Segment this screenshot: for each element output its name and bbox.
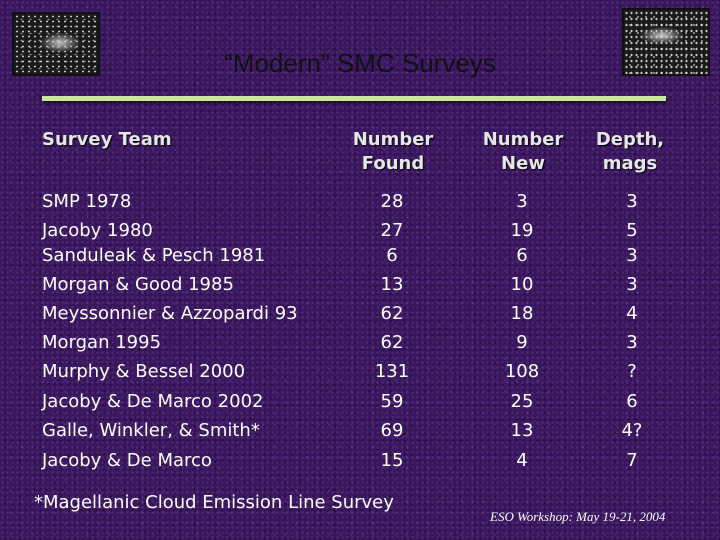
table-row: Jacoby 1980 27 19 5 <box>0 216 720 245</box>
header-number-new-line1: Number <box>482 129 564 150</box>
cell-survey-team: Jacoby & De Marco <box>42 450 212 471</box>
cell-number-found: 28 <box>380 191 404 212</box>
table-row: Morgan & Good 1985 13 10 3 <box>0 270 720 299</box>
cell-number-new: 3 <box>516 191 528 212</box>
cell-number-new: 13 <box>510 420 534 441</box>
header-number-found-line1: Number <box>352 129 434 150</box>
cell-survey-team: SMP 1978 <box>42 191 132 212</box>
cell-depth: ? <box>627 361 637 382</box>
cell-depth: 5 <box>626 220 638 241</box>
cell-depth: 7 <box>626 450 638 471</box>
cell-number-found: 62 <box>380 332 404 353</box>
cell-number-found: 27 <box>380 220 404 241</box>
cell-number-new: 4 <box>516 450 528 471</box>
cell-number-new: 18 <box>510 303 534 324</box>
header-survey-team-label: Survey Team <box>42 129 172 150</box>
table-row: Sanduleak & Pesch 1981 6 6 3 <box>0 241 720 270</box>
cell-number-found: 131 <box>374 361 410 382</box>
cell-depth: 4 <box>626 303 638 324</box>
smc-photo-thumbnail-left <box>12 12 100 76</box>
table-row: Morgan 1995 62 9 3 <box>0 328 720 357</box>
cell-number-found: 13 <box>380 274 404 295</box>
cell-depth: 3 <box>626 332 638 353</box>
smc-photo-thumbnail-right <box>622 8 710 76</box>
cell-number-found: 62 <box>380 303 404 324</box>
cell-survey-team: Jacoby & De Marco 2002 <box>42 391 264 412</box>
cell-depth: 6 <box>626 391 638 412</box>
cell-number-new: 108 <box>504 361 540 382</box>
cell-number-found: 59 <box>380 391 404 412</box>
cell-survey-team: Murphy & Bessel 2000 <box>42 361 246 382</box>
table-row: Galle, Winkler, & Smith* 69 13 4? <box>0 416 720 445</box>
cell-depth: 3 <box>626 245 638 266</box>
title-divider <box>42 96 666 101</box>
cell-survey-team: Meyssonnier & Azzopardi 93 <box>42 303 298 324</box>
table-row: SMP 1978 28 3 3 <box>0 187 720 216</box>
cell-number-found: 6 <box>386 245 398 266</box>
cell-number-new: 9 <box>516 332 528 353</box>
cell-survey-team: Morgan & Good 1985 <box>42 274 234 295</box>
cell-survey-team: Morgan 1995 <box>42 332 162 353</box>
table-row: Jacoby & De Marco 15 4 7 <box>0 446 720 475</box>
header-survey-team: Survey Team <box>42 128 172 152</box>
header-depth-mags: Depth, mags <box>570 128 690 176</box>
header-depth-line2: mags <box>602 153 658 174</box>
cell-number-found: 15 <box>380 450 404 471</box>
cell-number-new: 19 <box>510 220 534 241</box>
cell-number-new: 10 <box>510 274 534 295</box>
header-number-new: Number New <box>460 128 586 176</box>
cell-survey-team: Sanduleak & Pesch 1981 <box>42 245 266 266</box>
header-number-new-line2: New <box>501 153 545 174</box>
slide-title: “Modern” SMC Surveys <box>224 48 496 78</box>
cell-number-found: 69 <box>380 420 404 441</box>
cell-number-new: 25 <box>510 391 534 412</box>
header-depth-line1: Depth, <box>595 129 665 150</box>
footnote: *Magellanic Cloud Emission Line Survey <box>34 492 394 513</box>
cell-depth: 3 <box>626 274 638 295</box>
table-row: Jacoby & De Marco 2002 59 25 6 <box>0 387 720 416</box>
cell-survey-team: Jacoby 1980 <box>42 220 153 241</box>
table-row: Meyssonnier & Azzopardi 93 62 18 4 <box>0 299 720 328</box>
cell-depth: 4? <box>621 420 643 441</box>
cell-survey-team: Galle, Winkler, & Smith* <box>42 420 260 441</box>
header-number-found-line2: Found <box>361 153 425 174</box>
table-row: Murphy & Bessel 2000 131 108 ? <box>0 357 720 386</box>
header-number-found: Number Found <box>330 128 456 176</box>
cell-number-new: 6 <box>516 245 528 266</box>
cell-depth: 3 <box>626 191 638 212</box>
workshop-credit: ESO Workshop: May 19-21, 2004 <box>490 509 666 524</box>
